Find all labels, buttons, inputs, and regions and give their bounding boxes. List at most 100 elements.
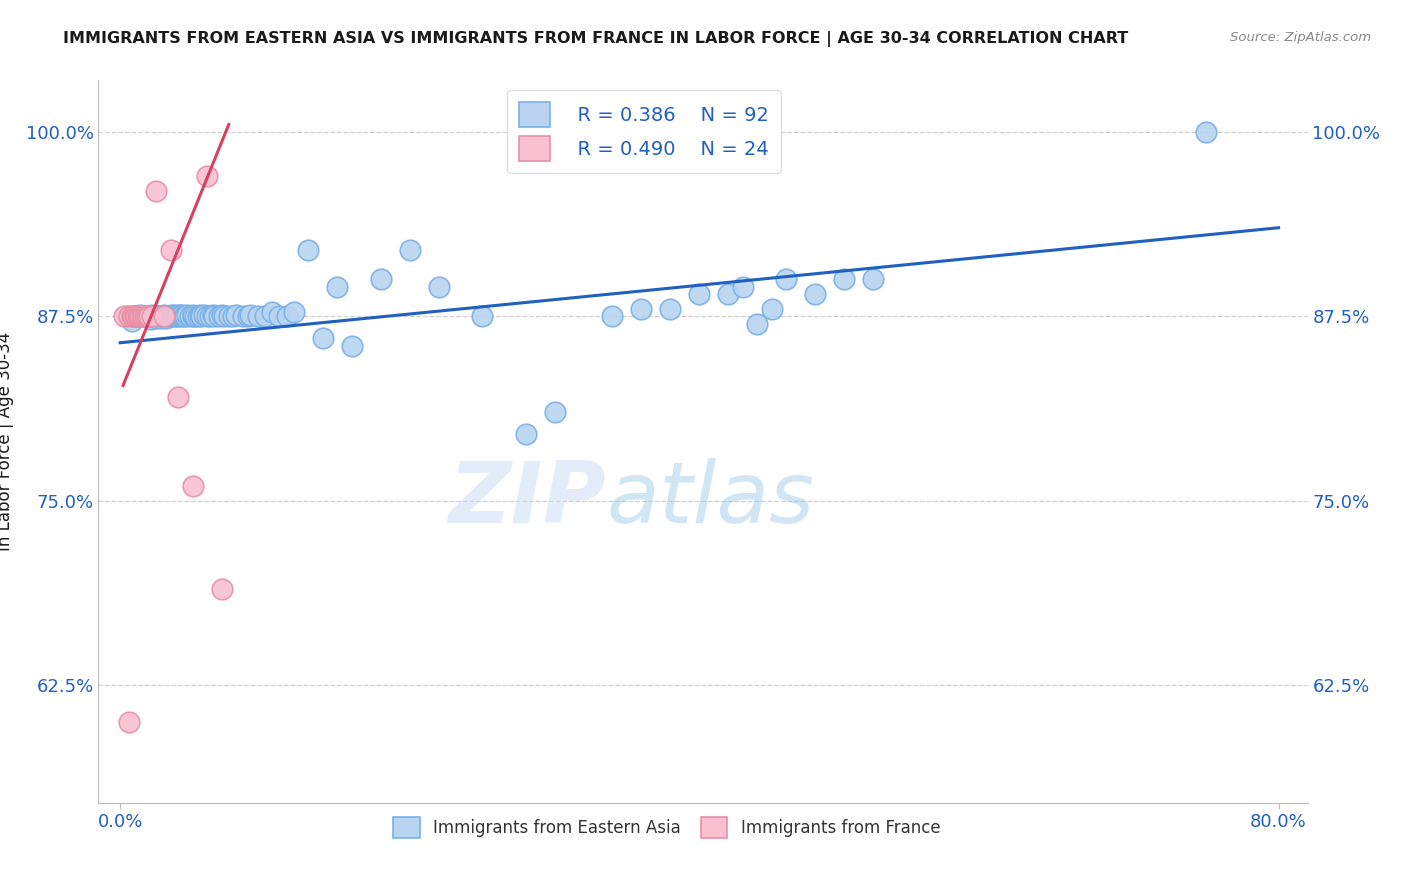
Point [159, 308, 181, 322]
Point [202, 309, 225, 323]
Point [121, 313, 143, 327]
Point [121, 309, 143, 323]
Point [198, 309, 221, 323]
Point [276, 309, 298, 323]
Point [165, 309, 187, 323]
Point [156, 309, 179, 323]
Point [283, 305, 305, 319]
Point [134, 309, 156, 323]
Point [236, 309, 259, 323]
Point [176, 308, 198, 322]
Point [170, 309, 193, 323]
Point [131, 309, 153, 323]
Point [169, 308, 191, 322]
Point [761, 301, 783, 316]
Point [136, 309, 159, 323]
Point [159, 243, 181, 257]
Point [179, 309, 201, 323]
Point [630, 301, 652, 316]
Point [145, 310, 167, 325]
Point [114, 309, 136, 323]
Point [141, 308, 163, 322]
Point [148, 309, 170, 323]
Point [118, 714, 141, 729]
Point [602, 309, 624, 323]
Point [155, 310, 177, 325]
Point [832, 272, 855, 286]
Point [326, 279, 349, 293]
Point [398, 243, 420, 257]
Point [117, 309, 139, 323]
Point [173, 309, 195, 323]
Point [141, 309, 163, 323]
Point [188, 308, 211, 322]
Text: atlas: atlas [606, 458, 814, 541]
Point [132, 309, 155, 323]
Point [118, 309, 141, 323]
Point [218, 309, 240, 323]
Point [246, 309, 269, 323]
Point [1195, 125, 1218, 139]
Point [136, 309, 159, 323]
Point [232, 309, 254, 323]
Point [804, 287, 827, 301]
Point [143, 309, 166, 323]
Point [340, 339, 363, 353]
Point [145, 184, 167, 198]
Point [775, 272, 797, 286]
Text: IMMIGRANTS FROM EASTERN ASIA VS IMMIGRANTS FROM FRANCE IN LABOR FORCE | AGE 30-3: IMMIGRANTS FROM EASTERN ASIA VS IMMIGRAN… [63, 31, 1129, 47]
Text: Source: ZipAtlas.com: Source: ZipAtlas.com [1230, 31, 1371, 45]
Point [129, 308, 152, 322]
Point [128, 309, 150, 323]
Point [214, 309, 236, 323]
Point [747, 317, 769, 331]
Point [135, 309, 157, 323]
Point [150, 309, 173, 323]
Point [688, 287, 710, 301]
Point [128, 309, 150, 323]
Point [138, 309, 160, 323]
Point [211, 308, 233, 322]
Point [139, 312, 162, 326]
Point [211, 582, 233, 596]
Point [152, 308, 174, 322]
Text: ZIP: ZIP [449, 458, 606, 541]
Point [174, 309, 197, 323]
Legend: Immigrants from Eastern Asia, Immigrants from France: Immigrants from Eastern Asia, Immigrants… [387, 810, 948, 845]
Point [145, 309, 167, 323]
Point [129, 309, 152, 323]
Point [543, 405, 565, 419]
Point [187, 309, 209, 323]
Point [138, 309, 160, 323]
Point [239, 308, 262, 322]
Point [862, 272, 884, 286]
Point [225, 308, 247, 322]
Point [731, 279, 754, 293]
Point [146, 309, 169, 323]
Point [172, 308, 194, 322]
Point [717, 287, 740, 301]
Point [127, 309, 149, 323]
Point [201, 308, 224, 322]
Point [195, 169, 218, 183]
Point [195, 309, 218, 323]
Point [471, 309, 494, 323]
Point [135, 309, 157, 323]
Point [127, 309, 149, 323]
Point [181, 308, 204, 322]
Point [269, 309, 291, 323]
Point [222, 309, 245, 323]
Point [152, 309, 174, 323]
Point [515, 427, 537, 442]
Point [166, 309, 188, 323]
Point [181, 309, 204, 323]
Point [207, 309, 229, 323]
Point [167, 308, 190, 322]
Point [659, 301, 682, 316]
Point [134, 309, 156, 323]
Point [125, 309, 148, 323]
Point [122, 309, 145, 323]
Y-axis label: In Labor Force | Age 30-34: In Labor Force | Age 30-34 [0, 332, 14, 551]
Point [193, 308, 215, 322]
Point [262, 305, 284, 319]
